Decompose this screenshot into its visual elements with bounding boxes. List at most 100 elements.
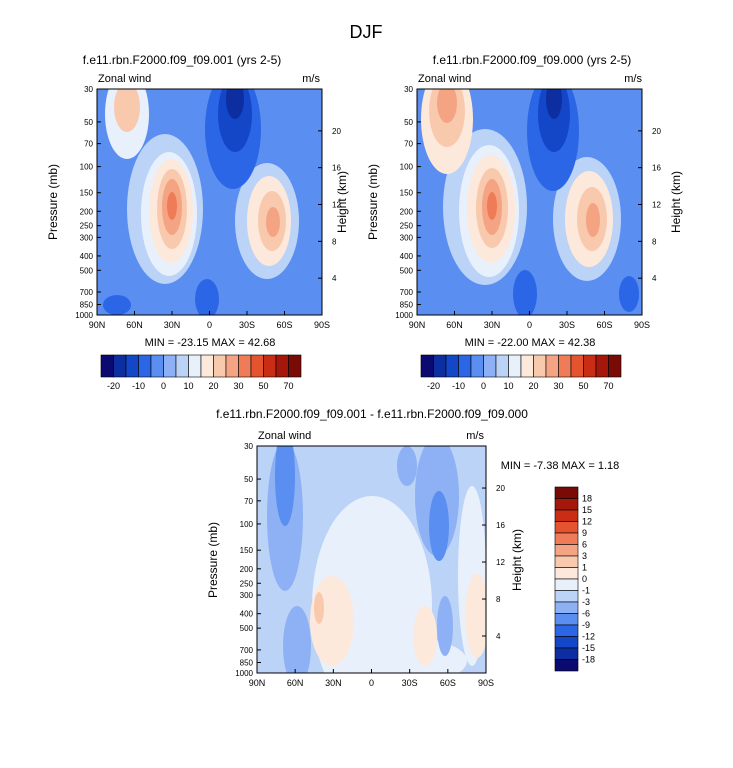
contour-p1-north-strat-15 <box>114 89 140 132</box>
p2-colorbar-box <box>420 354 434 378</box>
p1-colorbar-box <box>275 354 289 378</box>
p3-colorbar-label: -1 <box>582 586 590 596</box>
p3-colorbar-label: 15 <box>582 505 592 515</box>
p2-colorbar-box <box>508 354 522 378</box>
p3-y-tick-label: 850 <box>240 658 254 667</box>
panel-2-plot: 90N 60N 30N 0 30S 60S 90S 30507010015020025030… <box>395 85 661 330</box>
contour-p3-neg-s50-lower <box>437 596 453 656</box>
p1-x-tick-label: 60N <box>126 320 143 330</box>
p2-colorbar-box <box>558 354 572 378</box>
p1-y-tick-label: 500 <box>80 266 94 275</box>
panel-2-x-axis: 90N 60N 30N 0 30S 60S 90S <box>409 311 650 330</box>
contour-p2-north-strat-20 <box>437 89 457 123</box>
contour-p2-north-jet-40 <box>487 192 497 220</box>
p3-colorbar-label: 18 <box>582 494 592 504</box>
p1-height-tick-label: 4 <box>332 274 337 283</box>
panel-3-right-label: m/s <box>466 430 484 442</box>
p3-colorbar-label: -6 <box>582 609 590 619</box>
p3-colorbar-box <box>554 567 579 580</box>
p3-x-tick-label: 90S <box>478 678 494 688</box>
panel-1-ylabel: Pressure (mb) <box>46 164 60 240</box>
p2-colorbar-box <box>570 354 584 378</box>
contour-p3-neg-s20 <box>397 446 417 486</box>
p1-colorbar-box <box>138 354 152 378</box>
p1-height-tick-label: 20 <box>332 127 341 136</box>
p3-colorbar-label: 6 <box>582 540 587 550</box>
p3-y-tick-label: 300 <box>240 591 254 600</box>
p3-colorbar-box <box>554 647 579 660</box>
p3-colorbar-label: 0 <box>582 574 587 584</box>
contour-p2-surface-south <box>619 276 639 312</box>
p1-colorbar-label: 70 <box>283 381 293 391</box>
p1-y-tick-label: 400 <box>80 252 94 261</box>
p1-y-tick-label: 1000 <box>75 311 93 320</box>
panel-1-plot: 90N 60N 30N 0 30S 60S 90S 30507010015020025030… <box>75 85 341 330</box>
p2-height-tick-label: 8 <box>652 237 657 246</box>
panel-2-height-axis: 20 16 12 8 4 <box>638 127 661 283</box>
p3-x-tick-label: 90N <box>249 678 266 688</box>
p2-colorbar-label: 10 <box>503 381 513 391</box>
p2-colorbar-box <box>533 354 547 378</box>
p2-y-tick-label: 50 <box>404 118 413 127</box>
p3-colorbar-label: 3 <box>582 551 587 561</box>
p2-colorbar-box <box>495 354 509 378</box>
p1-colorbar-box <box>100 354 114 378</box>
panel-3-left-label: Zonal wind <box>258 430 311 442</box>
p1-y-tick-label: 250 <box>80 222 94 231</box>
p3-height-tick-label: 4 <box>496 632 501 641</box>
panel-1-ylabel-right: Height (km) <box>335 171 349 233</box>
p1-colorbar-label: -20 <box>107 381 120 391</box>
p3-colorbar-box <box>554 578 579 591</box>
p3-y-tick-label: 70 <box>244 497 253 506</box>
contour-p3-neg-n70 <box>275 446 295 526</box>
p3-colorbar-box <box>554 636 579 649</box>
panel-2-ylabel-right: Height (km) <box>669 171 683 233</box>
p1-colorbar-box <box>188 354 202 378</box>
panel-3-plot: 90N 60N 30N 0 30S 60S 90S 30507010015020025030… <box>235 442 505 688</box>
p2-colorbar-label: -10 <box>452 381 465 391</box>
p2-y-tick-label: 30 <box>404 85 413 94</box>
p3-y-tick-label: 500 <box>240 624 254 633</box>
panel-2-contours <box>421 89 639 315</box>
p3-x-tick-label: 0 <box>369 678 374 688</box>
contour-p2-surface-east <box>513 270 537 315</box>
p3-y-tick-label: 700 <box>240 646 254 655</box>
panel-3-ylabel: Pressure (mb) <box>206 522 220 598</box>
p1-colorbar-box <box>263 354 277 378</box>
contour-p1-north-jet-40 <box>167 192 177 220</box>
p2-y-tick-label: 200 <box>400 207 414 216</box>
panel-3-min-max: MIN = -7.38 MAX = 1.18 <box>501 460 620 472</box>
panel-2-title: f.e11.rbn.F2000.f09_f09.000 (yrs 2-5) <box>433 53 632 67</box>
p1-x-tick-label: 90N <box>89 320 106 330</box>
p2-colorbar-box <box>458 354 472 378</box>
p2-y-tick-label: 250 <box>400 222 414 231</box>
p3-x-tick-label: 60N <box>287 678 304 688</box>
p3-colorbar-box <box>554 486 579 499</box>
p3-colorbar-box <box>554 532 579 545</box>
p1-colorbar-box <box>113 354 127 378</box>
contour-p3-neg-n45-surface <box>283 606 311 673</box>
panel-3-title: f.e11.rbn.F2000.f09_f09.001 - f.e11.rbn.… <box>216 407 528 421</box>
p1-colorbar-box <box>200 354 214 378</box>
panel-1-min-max: MIN = -23.15 MAX = 42.68 <box>145 337 276 349</box>
panel-3-contours <box>267 446 486 673</box>
p3-colorbar-label: 9 <box>582 528 587 538</box>
p2-colorbar-box <box>520 354 534 378</box>
p3-colorbar-label: -3 <box>582 597 590 607</box>
p1-y-tick-label: 50 <box>84 118 93 127</box>
p1-y-tick-label: 700 <box>80 288 94 297</box>
panel-1-title: f.e11.rbn.F2000.f09_f09.001 (yrs 2-5) <box>83 53 282 67</box>
p1-colorbar-box <box>175 354 189 378</box>
p1-height-tick-label: 12 <box>332 201 341 210</box>
p3-colorbar-box <box>554 544 579 557</box>
p2-y-tick-label: 150 <box>400 189 414 198</box>
p2-height-tick-label: 20 <box>652 127 661 136</box>
p2-colorbar-box <box>595 354 609 378</box>
panel-1-height-axis: 20 16 12 8 4 <box>318 127 341 283</box>
p2-colorbar-box <box>470 354 484 378</box>
p3-height-tick-label: 8 <box>496 595 501 604</box>
p1-x-tick-label: 90S <box>314 320 330 330</box>
p1-x-tick-label: 0 <box>207 320 212 330</box>
